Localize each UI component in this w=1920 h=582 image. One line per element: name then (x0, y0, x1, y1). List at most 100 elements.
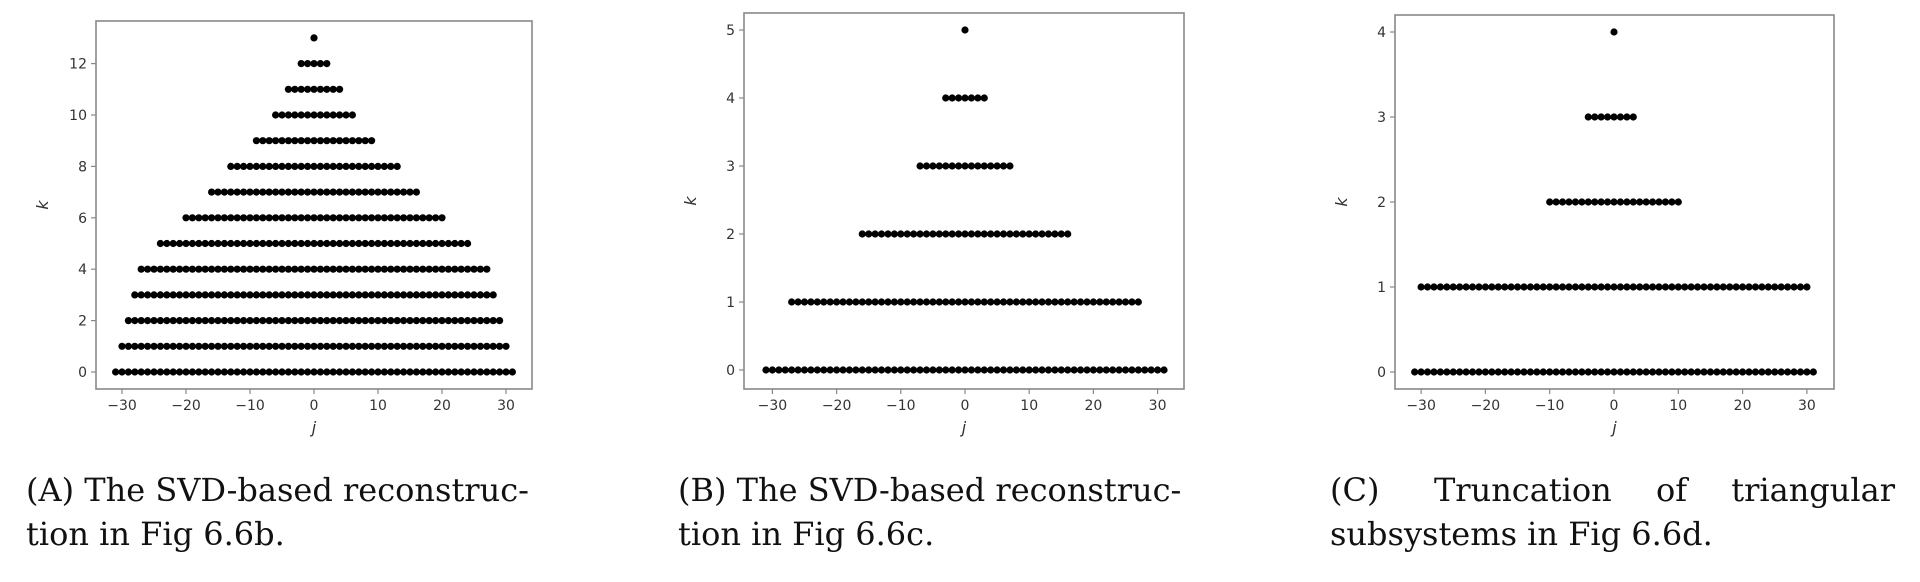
data-point (1044, 298, 1053, 306)
data-point (419, 342, 427, 350)
data-point (999, 366, 1008, 374)
data-point (246, 188, 254, 196)
data-point (291, 239, 299, 248)
data-point (1507, 368, 1515, 376)
data-point (444, 291, 452, 299)
data-point (813, 298, 821, 306)
data-point (1096, 366, 1104, 374)
data-point (948, 94, 956, 102)
caption-c-line1: (C) Truncation of triangular (1330, 468, 1895, 512)
data-point (432, 368, 440, 376)
y-tick-label: 8 (78, 159, 87, 175)
data-point (884, 230, 892, 238)
data-point (884, 298, 892, 306)
data-point (195, 291, 203, 299)
data-point (1089, 298, 1097, 306)
data-point (374, 342, 382, 350)
data-point (150, 291, 158, 299)
data-point (1083, 298, 1091, 306)
data-point (476, 265, 484, 273)
data-point (259, 239, 267, 248)
data-point (807, 366, 815, 374)
x-tick-label: 10 (1020, 398, 1038, 414)
data-point (201, 214, 209, 222)
data-point (1546, 368, 1554, 376)
data-point (1417, 283, 1425, 291)
data-point (1038, 366, 1046, 374)
data-point (163, 239, 171, 248)
data-point (897, 298, 905, 306)
data-point (316, 342, 324, 350)
data-point (169, 368, 177, 376)
data-point (348, 239, 356, 248)
caption-b-line2: tion in Fig 6.6c. (678, 515, 935, 553)
data-point (310, 111, 318, 119)
data-point (1713, 283, 1721, 291)
data-point (432, 342, 440, 350)
data-point (284, 317, 292, 325)
data-point (1629, 283, 1637, 291)
data-point (259, 162, 267, 170)
data-point (361, 137, 369, 145)
data-point (845, 366, 854, 374)
data-point (406, 368, 414, 376)
data-point (400, 317, 408, 325)
data-point (201, 368, 209, 376)
data-point (961, 298, 969, 306)
data-point (1636, 198, 1644, 206)
data-point (967, 230, 976, 238)
data-point (233, 162, 241, 170)
data-point (227, 239, 235, 248)
data-point (368, 342, 376, 350)
data-point (412, 239, 420, 248)
data-point (291, 188, 299, 196)
data-point (323, 162, 331, 170)
data-point (259, 368, 267, 376)
data-point (508, 368, 516, 376)
data-point (1134, 298, 1142, 306)
data-point (163, 368, 171, 376)
data-point (380, 214, 388, 222)
data-point (1693, 368, 1702, 376)
x-tick-label: −30 (107, 398, 137, 414)
data-point (470, 317, 478, 325)
data-point (291, 342, 299, 350)
data-point (220, 214, 228, 222)
data-point (380, 239, 388, 248)
data-point (993, 230, 1001, 238)
data-point (393, 265, 401, 273)
data-point (169, 317, 177, 325)
data-point (444, 239, 452, 248)
data-point (310, 34, 318, 42)
data-point (1784, 368, 1792, 376)
data-point (310, 368, 318, 376)
data-point (265, 214, 273, 222)
x-tick-label: 0 (1610, 398, 1619, 414)
data-point (813, 366, 821, 374)
data-point (961, 26, 969, 34)
data-point (794, 298, 802, 306)
data-point (316, 291, 324, 299)
data-point (1655, 198, 1663, 206)
data-point (124, 342, 132, 350)
data-point (176, 368, 184, 376)
data-point (342, 214, 350, 222)
data-point (374, 239, 382, 248)
data-point (304, 342, 312, 350)
data-point (348, 137, 356, 145)
data-point (361, 162, 369, 170)
data-point (342, 317, 350, 325)
data-point (865, 366, 873, 374)
data-point (451, 317, 459, 325)
x-tick-label: −10 (235, 398, 265, 414)
data-point (839, 298, 847, 306)
data-point (188, 265, 196, 273)
data-point (188, 239, 196, 248)
data-point (1025, 366, 1033, 374)
data-point (1443, 368, 1451, 376)
data-point (316, 85, 324, 93)
data-point (1591, 113, 1599, 121)
data-point (284, 368, 292, 376)
data-point (1025, 298, 1033, 306)
data-point (444, 368, 452, 376)
